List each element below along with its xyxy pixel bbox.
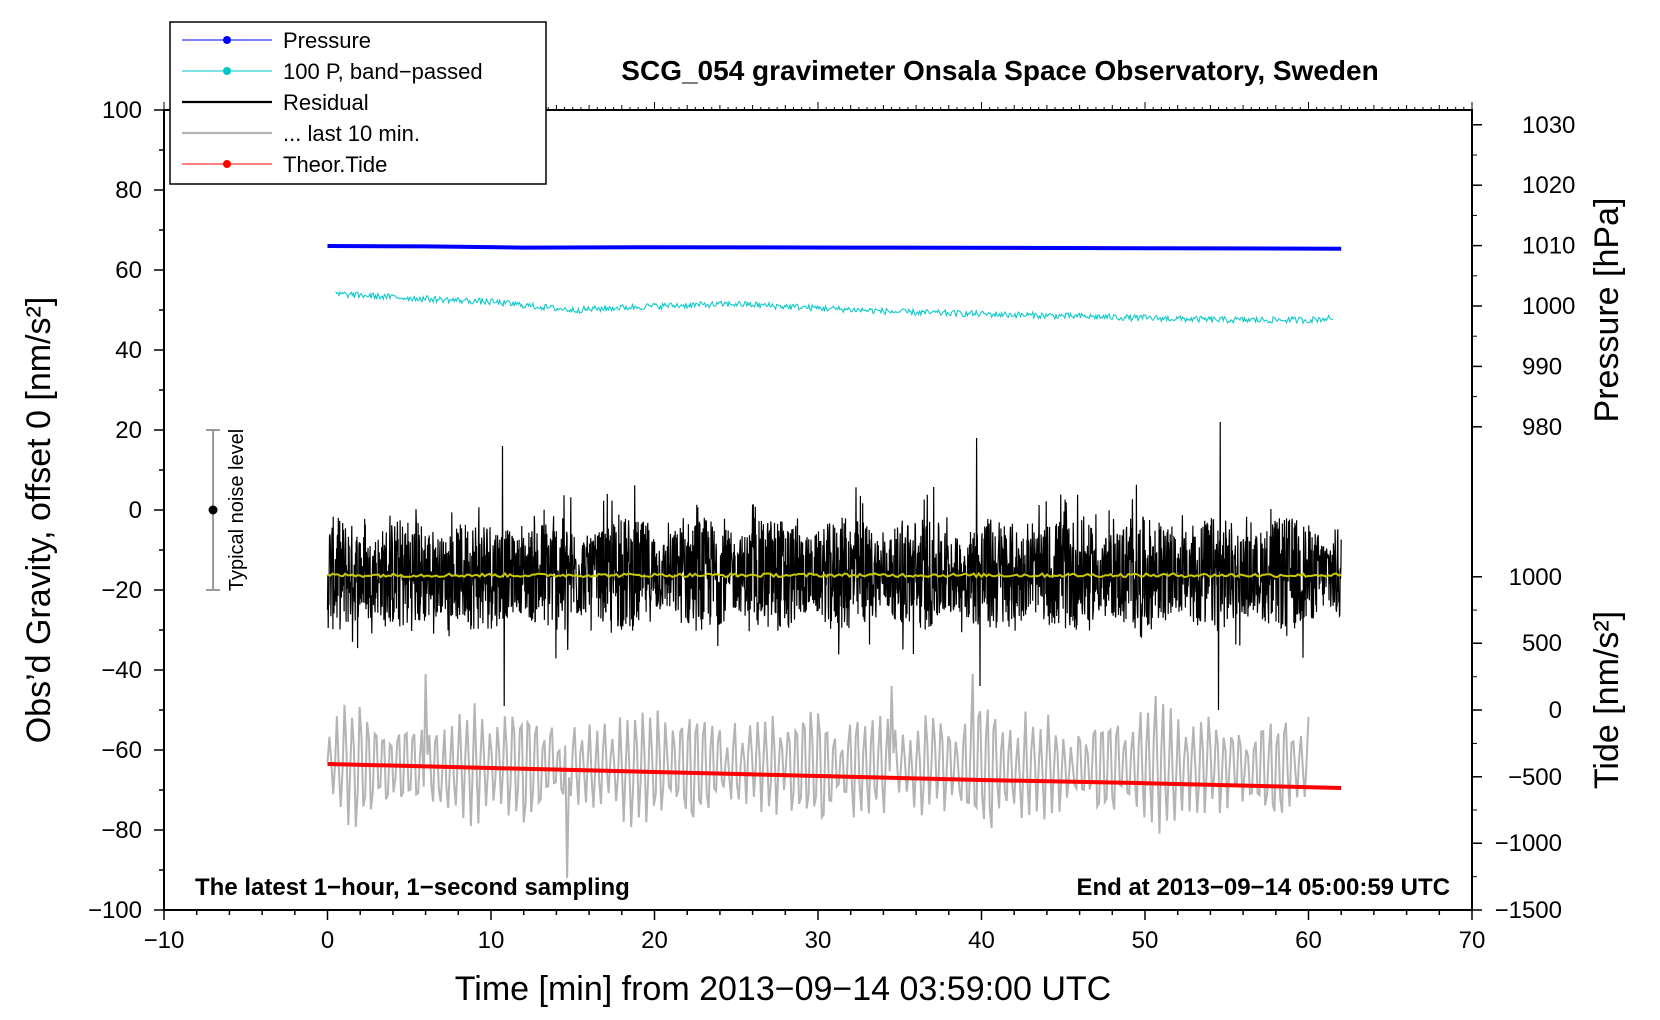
plot-lines [326,244,1342,879]
x-tick-label: 50 [1132,927,1159,954]
legend-label: 100 P, band−passed [283,59,483,84]
legend: Pressure 100 P, band−passed Residual ... la… [169,21,547,185]
noise-bar: Typical noise level [206,429,248,591]
pressure-tick-label: 1030 [1522,112,1575,139]
tide-tick-label: −1500 [1495,897,1562,924]
legend-marker [223,67,231,75]
y-tick-label: 20 [115,417,142,444]
series-pressure [327,244,1342,251]
y-tick-label: 100 [102,97,142,124]
chart-title: SCG_054 gravimeter Onsala Space Observat… [621,55,1378,86]
series-band-passed [335,291,1334,325]
series-last-10-min [326,673,1310,879]
y-tick-label: 80 [115,177,142,204]
annotation-left: The latest 1−hour, 1−second sampling [195,874,630,901]
y-tick-label: −60 [101,737,142,764]
noise-bar-center-dot [208,505,218,515]
tide-tick-label: −1000 [1495,830,1562,857]
y-tick-label: 60 [115,257,142,284]
legend-marker [223,36,231,44]
y-tick-label: −80 [101,817,142,844]
legend-label: Residual [283,90,369,115]
tide-tick-label: 0 [1549,697,1562,724]
legend-label: ... last 10 min. [283,121,420,146]
pressure-tick-label: 1010 [1522,233,1575,260]
pressure-tick-label: 1000 [1522,293,1575,320]
noise-bar-label: Typical noise level [226,429,248,591]
y-tick-label: 40 [115,337,142,364]
y-axis-title-pressure: Pressure [hPa] [1588,198,1626,423]
x-tick-label: −10 [144,927,185,954]
y-axis-title-tide: Tide [nm/s²] [1588,611,1626,789]
y-tick-label: −100 [88,897,142,924]
pressure-tick-label: 990 [1522,353,1562,380]
y-tick-label: −20 [101,577,142,604]
pressure-tick-label: 1020 [1522,172,1575,199]
x-axis-title: Time [min] from 2013−09−14 03:59:00 UTC [455,970,1111,1008]
legend-label: Pressure [283,28,371,53]
x-tick-label: 10 [478,927,505,954]
x-tick-label: 60 [1295,927,1322,954]
series-theor-tide [327,762,1342,790]
tide-tick-label: −500 [1508,764,1562,791]
y-axis-title-left: Obs’d Gravity, offset 0 [nm/s²] [20,297,58,744]
y-tick-label: 0 [129,497,142,524]
x-tick-label: 0 [321,927,334,954]
x-tick-label: 20 [641,927,668,954]
legend-marker [223,160,231,168]
tide-tick-label: 1000 [1509,564,1562,591]
series-residual [326,421,1342,711]
series-mean [327,571,1342,579]
y-tick-label: −40 [101,657,142,684]
axis-ticks: −10 0 10 20 30 40 50 60 70−100−80−60−40−20020406… [88,97,1575,954]
legend-label: Theor.Tide [283,152,387,177]
annotation-right: End at 2013−09−14 05:00:59 UTC [1076,874,1450,901]
x-tick-label: 70 [1459,927,1486,954]
pressure-tick-label: 980 [1522,414,1562,441]
x-tick-label: 40 [968,927,995,954]
tide-tick-label: 500 [1522,630,1562,657]
x-tick-label: 30 [805,927,832,954]
